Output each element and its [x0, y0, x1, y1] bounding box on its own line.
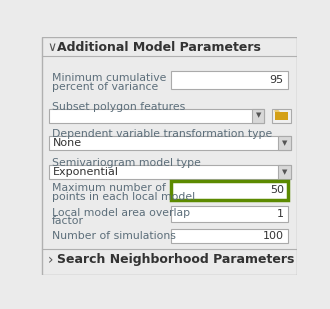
Text: None: None	[53, 138, 82, 148]
Text: points in each local model: points in each local model	[52, 192, 195, 202]
FancyBboxPatch shape	[42, 37, 297, 275]
Text: Semivariogram model type: Semivariogram model type	[52, 158, 201, 168]
FancyBboxPatch shape	[172, 181, 288, 200]
Text: Local model area overlap: Local model area overlap	[52, 208, 190, 218]
FancyBboxPatch shape	[279, 136, 291, 150]
Text: 50: 50	[270, 185, 284, 195]
Text: ▼: ▼	[255, 112, 261, 119]
FancyBboxPatch shape	[275, 112, 288, 120]
Text: Exponential: Exponential	[53, 167, 119, 177]
FancyBboxPatch shape	[172, 71, 288, 89]
Text: Minimum cumulative: Minimum cumulative	[52, 73, 166, 83]
Text: ›: ›	[48, 253, 53, 267]
Text: Additional Model Parameters: Additional Model Parameters	[57, 41, 261, 54]
FancyBboxPatch shape	[272, 109, 291, 123]
FancyBboxPatch shape	[49, 136, 291, 150]
Text: factor: factor	[52, 217, 84, 226]
Text: ▼: ▼	[282, 140, 287, 146]
FancyBboxPatch shape	[172, 206, 288, 222]
Polygon shape	[275, 110, 280, 112]
FancyBboxPatch shape	[49, 109, 264, 123]
FancyBboxPatch shape	[172, 229, 288, 243]
Text: percent of variance: percent of variance	[52, 82, 158, 92]
Text: Dependent variable transformation type: Dependent variable transformation type	[52, 129, 272, 139]
Text: ▼: ▼	[282, 169, 287, 175]
Text: Subset polygon features: Subset polygon features	[52, 102, 185, 112]
Text: Maximum number of: Maximum number of	[52, 183, 166, 193]
Text: Search Neighborhood Parameters: Search Neighborhood Parameters	[57, 253, 294, 266]
FancyBboxPatch shape	[279, 165, 291, 179]
Text: ∨: ∨	[48, 41, 56, 54]
Text: 100: 100	[263, 231, 284, 241]
Text: 95: 95	[270, 75, 284, 85]
FancyBboxPatch shape	[252, 109, 264, 123]
Text: Number of simulations: Number of simulations	[52, 231, 176, 241]
Text: 1: 1	[277, 209, 284, 219]
FancyBboxPatch shape	[49, 165, 291, 179]
